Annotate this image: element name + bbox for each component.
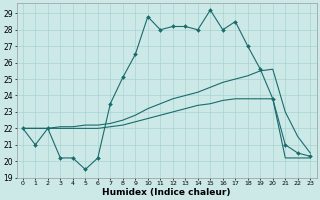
X-axis label: Humidex (Indice chaleur): Humidex (Indice chaleur) (102, 188, 231, 197)
